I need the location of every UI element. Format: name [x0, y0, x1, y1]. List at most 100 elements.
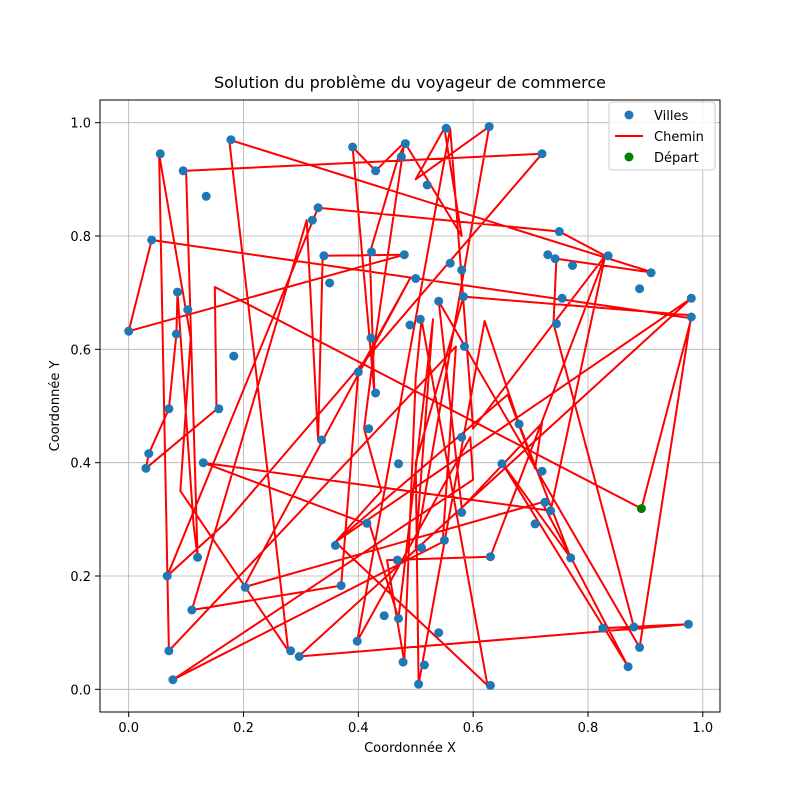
city-point: [414, 679, 424, 689]
x-tick-label: 0.4: [348, 721, 369, 736]
y-tick-label: 0.0: [70, 683, 91, 698]
city-point: [485, 680, 495, 690]
city-point: [155, 149, 165, 159]
y-tick-label: 0.8: [70, 230, 91, 245]
legend-start-marker: [624, 152, 634, 162]
y-tick-label: 0.2: [70, 570, 91, 585]
legend-path-label: Chemin: [654, 130, 704, 145]
x-axis-label: Coordonnée X: [364, 741, 456, 756]
start-point-layer: [636, 504, 646, 514]
city-point: [419, 660, 429, 670]
city-point: [214, 404, 224, 414]
city-point: [457, 508, 467, 517]
city-point: [362, 518, 372, 528]
city-point: [286, 646, 296, 656]
city-point: [364, 424, 374, 434]
x-tick-label: 0.8: [578, 721, 599, 736]
start-point: [636, 504, 646, 514]
city-point: [635, 284, 645, 294]
city-point: [497, 459, 507, 469]
city-point: [366, 333, 376, 343]
x-tick-label: 1.0: [692, 721, 713, 736]
city-point: [348, 142, 358, 152]
city-point: [537, 149, 547, 159]
chart-title: Solution du problème du voyageur de comm…: [214, 73, 606, 92]
city-point: [313, 203, 323, 213]
city-point: [141, 463, 151, 473]
city-point: [540, 497, 550, 507]
city-point: [336, 581, 346, 591]
city-point: [514, 419, 524, 429]
city-point: [434, 296, 444, 306]
city-point: [394, 459, 403, 469]
city-point: [623, 662, 633, 672]
city-point: [317, 435, 327, 445]
city-point: [457, 432, 467, 442]
y-tick-label: 0.6: [70, 343, 91, 358]
y-axis-label: Coordonnée Y: [48, 361, 63, 452]
city-point: [485, 552, 495, 562]
city-point: [226, 135, 236, 145]
city-point: [201, 191, 211, 201]
city-point: [379, 611, 389, 621]
city-point: [396, 152, 406, 162]
city-point: [417, 543, 426, 553]
city-point: [294, 652, 304, 661]
city-point: [147, 235, 157, 245]
x-tick-label: 0.2: [233, 721, 254, 736]
city-point: [400, 139, 410, 149]
city-point: [183, 305, 193, 315]
city-point: [307, 215, 317, 225]
city-point: [566, 553, 576, 563]
city-point: [441, 123, 451, 133]
city-point: [173, 287, 182, 297]
city-point: [399, 250, 409, 260]
axis-ticks: 0.0 0.2 0.4 0.6 0.8 1.0 0.0 0.2 0.4 0.6 0.8 1.0: [70, 117, 713, 736]
legend-cities-label: Villes: [654, 109, 688, 124]
city-point: [371, 388, 381, 398]
legend-start-label: Départ: [654, 151, 699, 166]
city-point: [164, 646, 174, 656]
city-point: [550, 254, 560, 264]
city-point: [557, 293, 567, 303]
plot-frame: [99, 99, 721, 713]
legend-box: [608, 101, 716, 171]
city-point: [683, 619, 693, 629]
city-point: [457, 265, 467, 275]
city-point: [484, 122, 494, 132]
city-point: [554, 227, 564, 236]
city-point: [568, 261, 577, 270]
city-point: [551, 319, 561, 329]
legend: Villes Chemin Départ: [608, 101, 716, 171]
city-point: [193, 552, 203, 562]
legend-cities-marker: [624, 110, 634, 120]
city-point: [187, 605, 197, 615]
city-point: [422, 180, 432, 190]
city-point: [394, 614, 403, 623]
city-point: [371, 166, 381, 176]
city-point: [398, 657, 408, 667]
city-points: [124, 122, 696, 690]
y-tick-label: 1.0: [70, 117, 91, 132]
city-point: [392, 555, 402, 565]
y-tick-label: 0.4: [70, 457, 91, 472]
city-point: [415, 314, 425, 324]
city-point: [458, 292, 468, 302]
city-point: [353, 367, 363, 377]
city-point: [171, 329, 181, 339]
city-point: [168, 675, 178, 685]
city-point: [411, 274, 421, 283]
city-point: [229, 351, 239, 361]
city-point: [629, 622, 639, 632]
city-point: [445, 258, 455, 268]
city-point: [367, 247, 376, 257]
x-tick-label: 0.6: [463, 721, 484, 736]
city-point: [352, 636, 362, 646]
city-point: [198, 458, 208, 468]
city-point: [537, 466, 547, 476]
city-point: [598, 623, 608, 633]
city-point: [434, 628, 444, 638]
city-point: [144, 449, 154, 459]
city-point: [546, 506, 556, 516]
